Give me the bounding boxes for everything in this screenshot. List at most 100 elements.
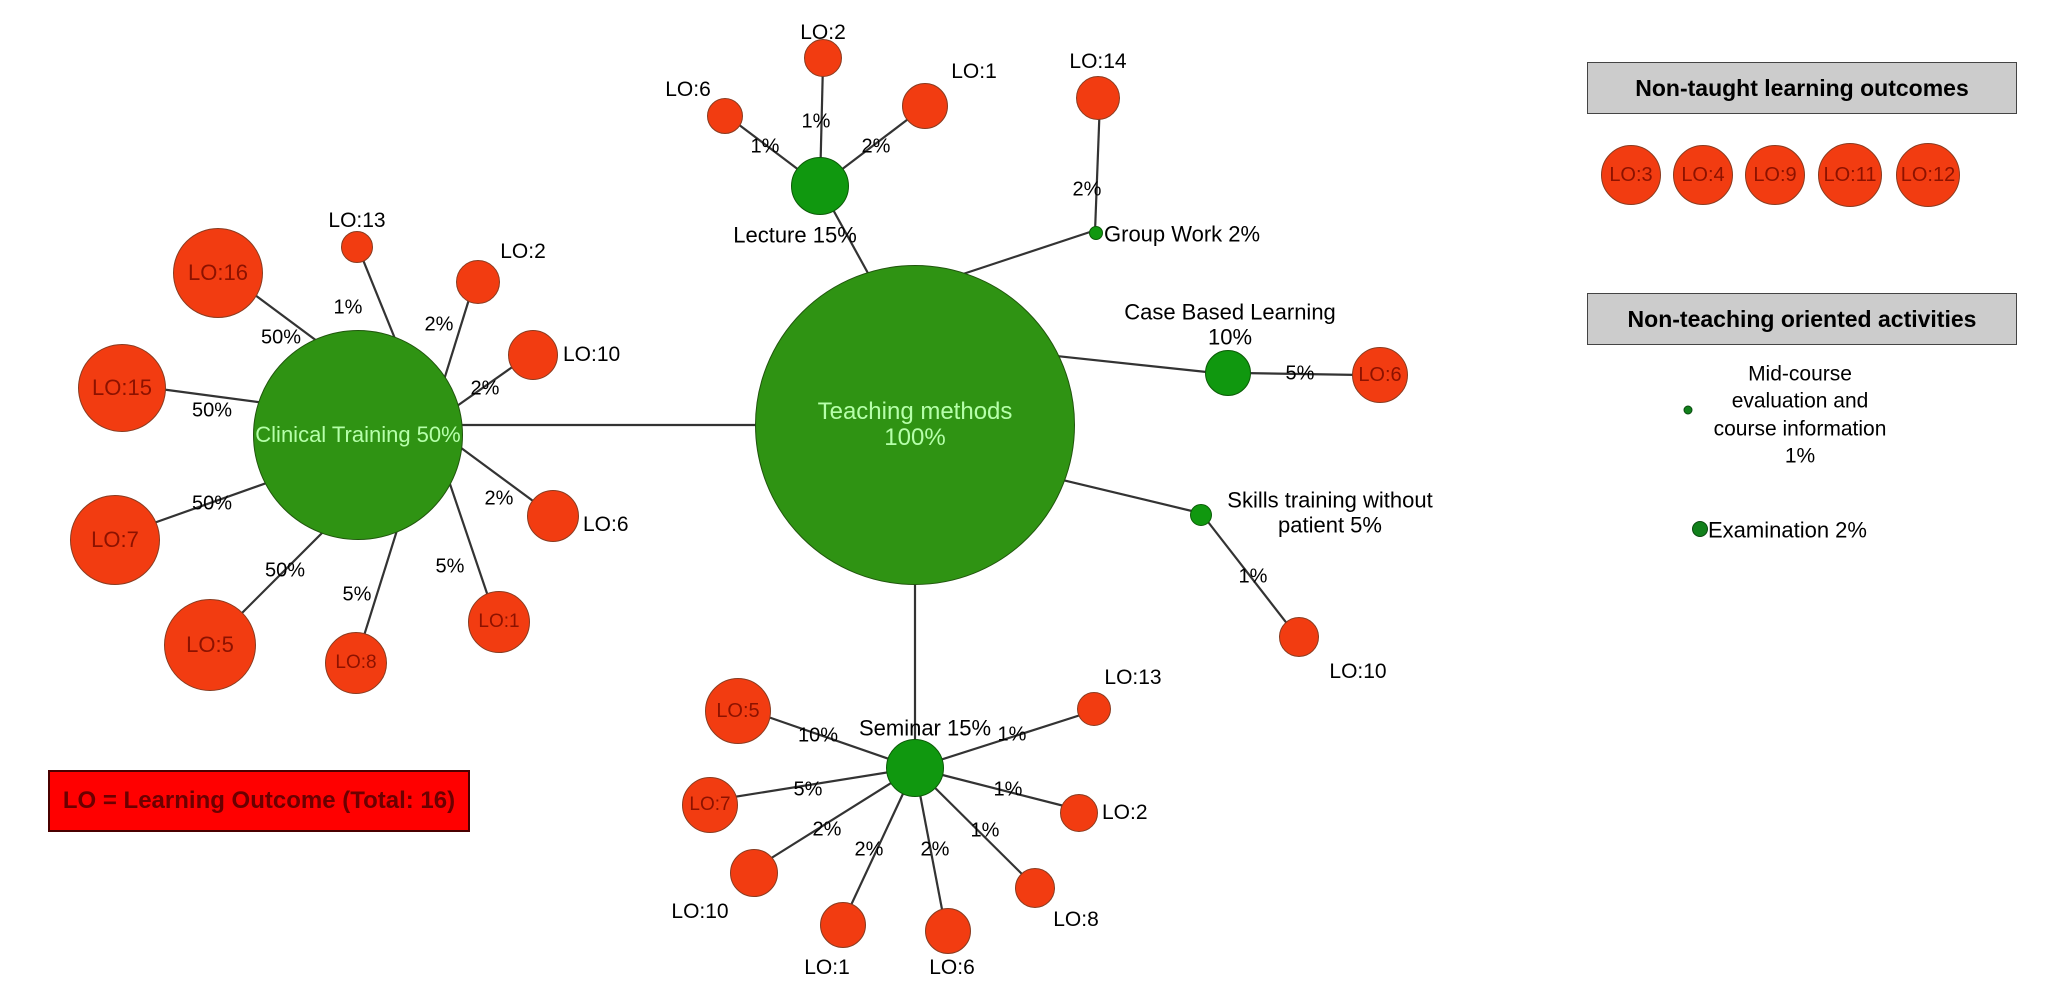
weight-lecture-lo2: 1% (801, 110, 831, 133)
weight-seminar-lo1: 2% (854, 838, 884, 861)
mid-course-line2: evaluation and (1731, 389, 1869, 413)
edge-seminar-lo7 (714, 766, 916, 802)
node-clinical-training[interactable]: Clinical Training 50% (253, 330, 463, 540)
skills-training-label: Skills training without patient 5% (1227, 488, 1432, 539)
node-lo2-clinical[interactable] (456, 260, 500, 304)
lo10-clinical-label: LO:10 (563, 342, 621, 366)
node-lo14-groupwork[interactable] (1076, 76, 1120, 120)
lo14-label: LO:14 (1069, 49, 1127, 73)
node-lo8-seminar[interactable] (1015, 868, 1055, 908)
weight-seminar-lo5: 10% (797, 724, 839, 747)
weight-seminar-lo13: 1% (997, 723, 1027, 746)
node-seminar[interactable] (886, 739, 944, 797)
legend-node-lo3[interactable]: LO:3 (1601, 145, 1661, 205)
examination-dot (1692, 521, 1708, 537)
legend-node-lo4[interactable]: LO:4 (1673, 145, 1733, 205)
lo-key-box: LO = Learning Outcome (Total: 16) (48, 770, 470, 832)
legend-lo9-label: LO:9 (1753, 163, 1797, 186)
weight-seminar-lo7: 5% (793, 778, 823, 801)
mid-course-evaluation-label: Mid-course evaluation and course informa… (1714, 360, 1887, 469)
lo5-seminar-label: LO:5 (716, 699, 760, 722)
teaching-methods-line1: Teaching methods (817, 397, 1013, 425)
lo6-case-label: LO:6 (1358, 363, 1402, 386)
node-lo6-seminar[interactable] (925, 908, 971, 954)
node-lo1-clinical[interactable]: LO:1 (468, 591, 530, 653)
edge-case-lo6 (1239, 371, 1363, 377)
skills-line2: patient 5% (1278, 513, 1382, 538)
weight-case-lo6: 5% (1285, 362, 1315, 385)
weight-clinical-lo13: 1% (333, 296, 363, 319)
weight-seminar-lo6: 2% (920, 838, 950, 861)
weight-clinical-lo1: 5% (435, 555, 465, 578)
lo2-lecture-label: LO:2 (800, 20, 846, 44)
lo16-label: LO:16 (188, 260, 248, 285)
node-lo1-lecture[interactable] (902, 83, 948, 129)
lo8-seminar-label: LO:8 (1053, 907, 1099, 931)
node-lecture[interactable] (791, 157, 849, 215)
weight-clinical-lo5: 50% (264, 559, 306, 582)
node-teaching-methods[interactable]: Teaching methods 100% (755, 265, 1075, 585)
edge-skills-lo10 (1204, 517, 1293, 631)
legend-non-teaching-header: Non-teaching oriented activities (1587, 293, 2017, 345)
node-lo1-seminar[interactable] (820, 902, 866, 948)
legend-lo3-label: LO:3 (1609, 163, 1653, 186)
legend-node-lo9[interactable]: LO:9 (1745, 145, 1805, 205)
lo6-seminar-label: LO:6 (929, 955, 975, 979)
weight-clinical-lo10: 2% (470, 377, 500, 400)
legend-lo4-label: LO:4 (1681, 163, 1725, 186)
edge-seminar-lo13 (914, 710, 1091, 770)
skills-line1: Skills training without (1227, 487, 1433, 513)
node-case-based-learning[interactable] (1205, 350, 1251, 396)
node-lo15-clinical[interactable]: LO:15 (78, 344, 166, 432)
lo1-seminar-label: LO:1 (804, 955, 850, 979)
edge-seminar-lo10 (756, 767, 916, 868)
legend-node-lo12[interactable]: LO:12 (1896, 143, 1960, 207)
lo2-clinical-label: LO:2 (500, 239, 546, 263)
node-lo5-seminar[interactable]: LO:5 (705, 678, 771, 744)
lo10-seminar-label: LO:10 (671, 899, 729, 923)
node-lo6-case[interactable]: LO:6 (1352, 347, 1408, 403)
lo6-clinical-label: LO:6 (583, 512, 629, 536)
node-lo7-clinical[interactable]: LO:7 (70, 495, 160, 585)
node-group-work[interactable] (1089, 226, 1103, 240)
clinical-training-label: Clinical Training 50% (255, 421, 461, 447)
legend-lo12-label: LO:12 (1900, 163, 1956, 186)
node-lo8-clinical[interactable]: LO:8 (325, 632, 387, 694)
node-lo5-clinical[interactable]: LO:5 (164, 599, 256, 691)
node-lo6-lecture[interactable] (707, 98, 743, 134)
seminar-label: Seminar 15% (858, 715, 992, 741)
node-lo7-seminar[interactable]: LO:7 (682, 777, 738, 833)
node-lo16-clinical[interactable]: LO:16 (173, 228, 263, 318)
legend-lo11-label: LO:11 (1823, 163, 1877, 186)
lo5-label: LO:5 (186, 632, 234, 657)
lo7-seminar-label: LO:7 (689, 794, 731, 815)
lo8-label: LO:8 (335, 652, 377, 673)
mid-course-line1: Mid-course (1748, 362, 1852, 386)
weight-skills-lo10: 1% (1238, 565, 1268, 588)
legend-node-lo11[interactable]: LO:11 (1818, 143, 1882, 207)
case-line1: Case Based Learning (1124, 299, 1336, 325)
node-lo10-skills[interactable] (1279, 617, 1319, 657)
legend-non-taught-header: Non-taught learning outcomes (1587, 62, 2017, 114)
node-skills-training[interactable] (1190, 504, 1212, 526)
node-lo13-seminar[interactable] (1077, 692, 1111, 726)
weight-seminar-lo10: 2% (812, 818, 842, 841)
node-lo6-clinical[interactable] (527, 490, 579, 542)
node-lo10-clinical[interactable] (508, 330, 558, 380)
weight-groupwork-lo14: 2% (1072, 178, 1102, 201)
examination-label: Examination 2% (1708, 517, 1867, 543)
node-lo2-seminar[interactable] (1060, 794, 1098, 832)
case-based-learning-label: Case Based Learning 10% (1124, 300, 1336, 351)
mid-course-evaluation-dot (1683, 405, 1693, 415)
node-lo13-clinical[interactable] (341, 231, 373, 263)
weight-seminar-lo8: 1% (970, 819, 1000, 842)
lo10-skills-label: LO:10 (1329, 659, 1387, 683)
lo6-lecture-label: LO:6 (665, 77, 711, 101)
node-lo2-lecture[interactable] (804, 39, 842, 77)
lo1-lecture-label: LO:1 (951, 59, 997, 83)
lo7-label: LO:7 (91, 527, 139, 552)
weight-clinical-lo16: 50% (260, 326, 302, 349)
weight-clinical-lo7: 50% (191, 492, 233, 515)
node-lo10-seminar[interactable] (730, 849, 778, 897)
lo2-seminar-label: LO:2 (1102, 800, 1148, 824)
